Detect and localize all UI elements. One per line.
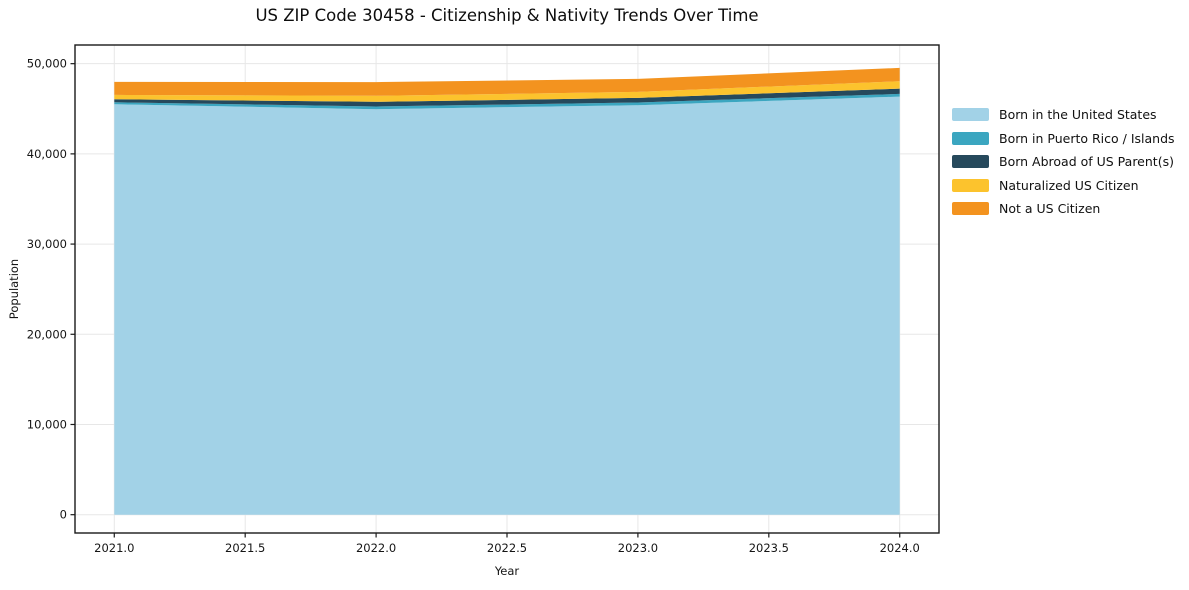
legend-label: Not a US Citizen: [999, 201, 1101, 216]
legend-label: Naturalized US Citizen: [999, 177, 1139, 193]
chart-title: US ZIP Code 30458 - Citizenship & Nativi…: [255, 6, 759, 25]
x-tick-label: 2021.5: [225, 541, 265, 555]
legend-swatch: [952, 155, 989, 168]
area-series-3: [114, 81, 900, 102]
legend-item: Born in the United States: [952, 107, 1175, 122]
x-tick-label: 2022.5: [487, 541, 527, 555]
legend-label: Born Abroad of US Parent(s): [999, 154, 1174, 169]
legend-item: Naturalized US Citizen: [952, 178, 1175, 193]
y-axis-label: Population: [7, 258, 21, 320]
area-series-0: [114, 96, 900, 515]
area-series-1: [114, 93, 900, 110]
legend-swatch: [952, 202, 989, 215]
x-tick-label: 2023.0: [618, 541, 658, 555]
area-series-4: [114, 67, 900, 96]
x-tick-label: 2021.0: [94, 541, 134, 555]
y-tick-label: 50,000: [27, 57, 67, 71]
y-tick-label: 10,000: [27, 417, 67, 431]
x-tick-label: 2024.0: [880, 541, 920, 555]
legend-swatch: [952, 108, 989, 121]
legend-label: Born in Puerto Rico / Islands: [999, 130, 1175, 146]
y-tick-label: 40,000: [27, 147, 67, 161]
legend-item: Born Abroad of US Parent(s): [952, 154, 1175, 169]
y-tick-label: 30,000: [27, 237, 67, 251]
legend-label: Born in the United States: [999, 107, 1157, 122]
y-tick-label: 0: [60, 508, 67, 522]
x-tick-label: 2023.5: [749, 541, 789, 555]
legend-swatch: [952, 131, 989, 145]
area-series-2: [114, 88, 900, 107]
x-axis-label: Year: [494, 564, 520, 578]
y-tick-label: 20,000: [27, 327, 67, 341]
legend-item: Not a US Citizen: [952, 201, 1175, 216]
legend: Born in the United States Born in Puerto…: [952, 107, 1175, 216]
x-tick-label: 2022.0: [356, 541, 396, 555]
legend-swatch: [952, 178, 989, 192]
legend-item: Born in Puerto Rico / Islands: [952, 131, 1175, 146]
